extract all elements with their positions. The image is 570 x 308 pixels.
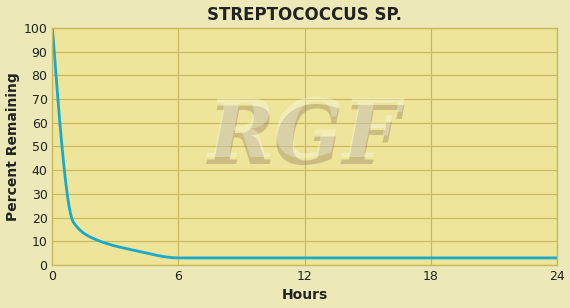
Y-axis label: Percent Remaining: Percent Remaining (6, 72, 19, 221)
X-axis label: Hours: Hours (282, 289, 328, 302)
Text: RGF: RGF (208, 96, 401, 173)
Text: RGF: RGF (208, 103, 401, 180)
Title: STREPTOCOCCUS SP.: STREPTOCOCCUS SP. (207, 6, 402, 23)
